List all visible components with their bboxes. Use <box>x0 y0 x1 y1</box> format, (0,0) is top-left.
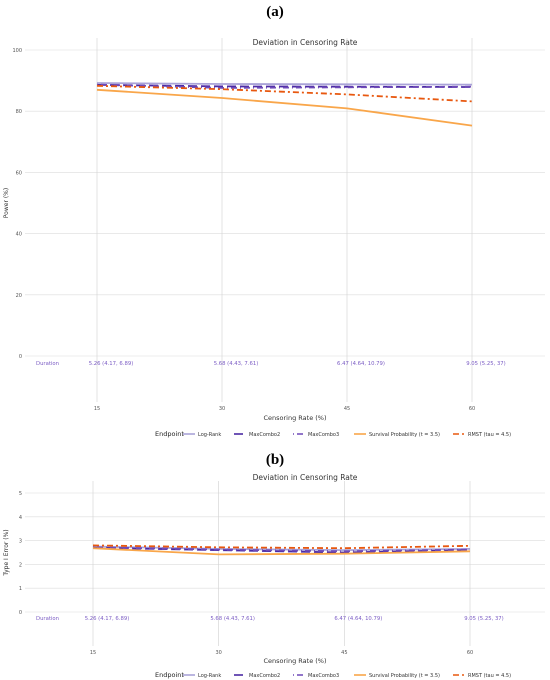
y-tick-label: 60 <box>16 170 22 176</box>
y-tick-label: 0 <box>19 354 22 360</box>
x-tick-label: 15 <box>90 650 96 656</box>
duration-value: 5.26 (4.17, 6.89) <box>89 361 134 367</box>
panel-label-b: (b) <box>265 452 285 468</box>
y-tick-label: 1 <box>19 586 22 592</box>
duration-label: Duration <box>36 361 59 367</box>
legend-entry: MaxCombo3 <box>308 432 339 438</box>
duration-value: 5.68 (4.43, 7.61) <box>210 616 255 622</box>
series-line <box>96 82 473 86</box>
legend-title: Endpoint <box>155 430 184 438</box>
series-line <box>92 545 471 551</box>
y-axis-label: Type I Error (%) <box>3 529 10 576</box>
x-axis-label: Censoring Rate (%) <box>263 414 326 422</box>
power-chart: Deviation in Censoring Rate 0 20 40 60 80 100 1… <box>3 38 545 438</box>
y-tick-label: 100 <box>12 48 22 54</box>
legend-entry: Log-Rank <box>198 673 221 679</box>
duration-value: 6.47 (4.64, 10.79) <box>337 361 385 367</box>
x-tick-label: 60 <box>467 650 473 656</box>
y-tick-label: 5 <box>19 491 22 497</box>
x-tick-label: 60 <box>469 406 475 412</box>
x-axis-label: Censoring Rate (%) <box>263 657 326 665</box>
series-line <box>96 83 473 89</box>
x-tick-label: 45 <box>341 650 347 656</box>
chart-title: Deviation in Censoring Rate <box>253 473 358 482</box>
y-tick-label: 0 <box>19 610 22 616</box>
legend-entry: Survival Probability (t = 3.5) <box>369 432 440 438</box>
y-tick-label: 40 <box>16 232 22 238</box>
legend-entry: RMST (tau = 4.5) <box>468 432 511 438</box>
duration-value: 5.68 (4.43, 7.61) <box>214 361 259 367</box>
legend-entry: MaxCombo3 <box>308 673 339 679</box>
legend-title: Endpoint <box>155 671 184 679</box>
legend-entry: Log-Rank <box>198 432 221 438</box>
series-line <box>92 547 471 556</box>
legend-entry: Survival Probability (t = 3.5) <box>369 673 440 679</box>
y-tick-label: 80 <box>16 109 22 115</box>
legend-entry: MaxCombo2 <box>249 673 280 679</box>
duration-value: 6.47 (4.64, 10.79) <box>334 616 382 622</box>
duration-value: 5.26 (4.17, 6.89) <box>85 616 130 622</box>
duration-value: 9.05 (5.25, 37) <box>464 616 504 622</box>
y-tick-label: 3 <box>19 539 22 545</box>
legend-entry: RMST (tau = 4.5) <box>468 673 511 679</box>
series-line <box>96 84 473 103</box>
x-tick-label: 30 <box>215 650 221 656</box>
x-tick-label: 15 <box>94 406 100 412</box>
panel-label-a: (a) <box>266 4 284 20</box>
y-tick-label: 4 <box>19 515 22 521</box>
chart-title: Deviation in Censoring Rate <box>253 38 358 47</box>
y-tick-label: 20 <box>16 293 22 299</box>
duration-label: Duration <box>36 616 59 622</box>
series-line <box>96 88 473 127</box>
legend-entry: MaxCombo2 <box>249 432 280 438</box>
series-line <box>92 546 471 553</box>
x-tick-label: 30 <box>219 406 225 412</box>
duration-value: 9.05 (5.25, 37) <box>466 361 506 367</box>
y-axis-label: Power (%) <box>3 188 10 218</box>
x-tick-label: 45 <box>344 406 350 412</box>
y-tick-label: 2 <box>19 562 22 568</box>
